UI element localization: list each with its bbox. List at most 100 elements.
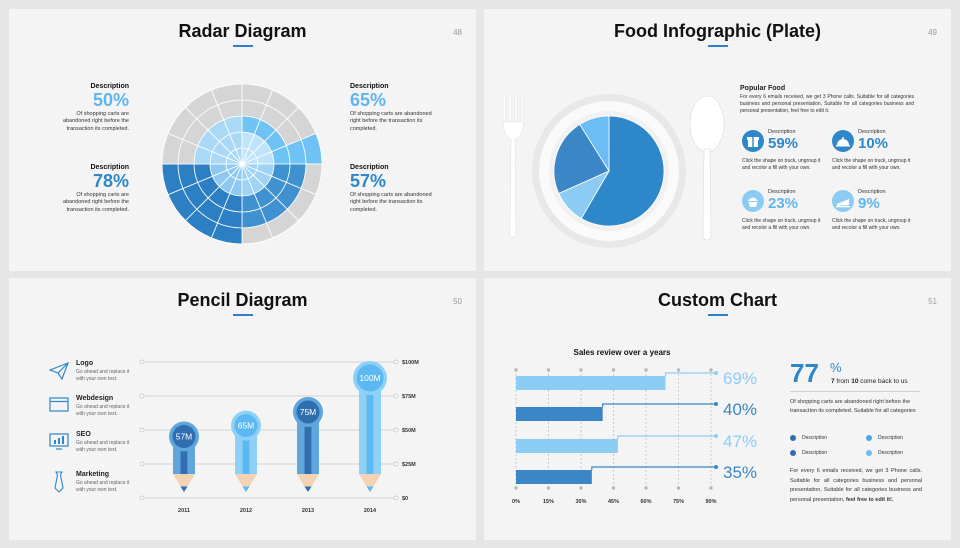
legend-dot bbox=[790, 435, 796, 441]
bar-leader bbox=[664, 372, 714, 376]
sub-suffix: come back to us bbox=[858, 378, 908, 385]
x-tick-label: 2013 bbox=[302, 508, 314, 514]
radar-item-4: Description 57% Of shopping carts are ab… bbox=[350, 164, 432, 214]
pencil-body bbox=[304, 416, 312, 474]
title-underline bbox=[233, 314, 253, 316]
pencil-body bbox=[180, 440, 188, 474]
radar-chart bbox=[161, 83, 323, 245]
bar-leader bbox=[602, 403, 714, 407]
pencil-body bbox=[311, 416, 319, 474]
value-circle bbox=[296, 400, 320, 424]
grid-dot bbox=[611, 368, 616, 372]
item-title: SEO bbox=[76, 431, 91, 438]
food-item-1: Description 59% Click the shape on truck… bbox=[740, 128, 826, 188]
item-title: Webdesign bbox=[76, 395, 114, 402]
grid-dot bbox=[676, 368, 681, 372]
legend-dot bbox=[790, 450, 796, 456]
x-tick-label: 0% bbox=[512, 499, 520, 505]
item-text: Go ahead and replace it with your own te… bbox=[76, 480, 130, 493]
grid-dot bbox=[393, 427, 399, 433]
pencil-tip bbox=[359, 474, 381, 492]
item-label: Description bbox=[858, 129, 886, 135]
leader-dot bbox=[714, 434, 718, 438]
legend-label: Description bbox=[878, 435, 904, 441]
item-label: Description bbox=[350, 83, 389, 90]
pie-slice bbox=[580, 115, 665, 227]
legend: Description Description Description Desc… bbox=[790, 433, 920, 461]
data-label: 65M bbox=[238, 421, 255, 431]
pencil-lead bbox=[366, 486, 374, 492]
spoon-icon bbox=[689, 95, 725, 241]
paper-plane-icon bbox=[49, 362, 69, 380]
x-tick-label: 2011 bbox=[178, 508, 190, 514]
sub-mid: from bbox=[834, 378, 852, 385]
pie-slice bbox=[579, 115, 610, 173]
leader-dot bbox=[714, 371, 718, 375]
pencil-tip bbox=[297, 474, 319, 492]
chart-title: Sales review over a years bbox=[573, 348, 671, 357]
item-text: Go ahead and replace it with your own te… bbox=[76, 369, 130, 382]
item-text: Of shopping carts are abandoned right be… bbox=[350, 111, 432, 132]
grid-dot bbox=[546, 368, 551, 372]
item-percent: 78% bbox=[92, 171, 129, 191]
item-text: Of shopping carts are abandoned right be… bbox=[350, 192, 432, 213]
y-tick-label: $100M bbox=[402, 360, 419, 366]
data-label: 47% bbox=[723, 432, 757, 451]
data-label: 75M bbox=[300, 407, 317, 417]
grid-dot bbox=[644, 486, 648, 490]
grid-dot bbox=[546, 486, 551, 490]
grid-dot bbox=[393, 495, 399, 501]
pencil-body bbox=[359, 382, 367, 474]
legend-label: Description bbox=[802, 435, 828, 441]
y-tick-label: $50M bbox=[402, 428, 416, 434]
data-label: 35% bbox=[723, 463, 757, 482]
big-subtitle: 7 from 10 come back to us bbox=[831, 378, 908, 385]
pencil-body bbox=[373, 382, 381, 474]
title-underline bbox=[708, 314, 728, 316]
grid-dot bbox=[393, 461, 399, 467]
item-title: Logo bbox=[76, 360, 94, 367]
item-label: Description bbox=[858, 189, 886, 195]
item-text: Go ahead and replace it with your own te… bbox=[76, 404, 130, 417]
cupcake-icon bbox=[742, 190, 764, 212]
para-2: For every 6 emails received, we get 3 Ph… bbox=[790, 467, 922, 506]
page-number: 50 bbox=[453, 297, 462, 306]
bar-leader bbox=[591, 466, 714, 470]
item-text: Of shopping carts are abandoned right be… bbox=[62, 111, 129, 132]
slide-title: Pencil Diagram bbox=[177, 290, 308, 310]
pencil-body bbox=[366, 382, 374, 474]
grid-dot bbox=[676, 486, 681, 490]
slide-title: Radar Diagram bbox=[178, 21, 307, 41]
value-circle bbox=[172, 424, 196, 448]
pencil-body bbox=[297, 416, 305, 474]
data-label: 40% bbox=[723, 400, 757, 419]
x-tick-label: 90% bbox=[705, 499, 716, 505]
item-text: Go ahead and replace it with your own te… bbox=[76, 440, 130, 453]
item-text: Click the shape on truck, ungroup it and… bbox=[832, 158, 911, 171]
pencil-body bbox=[242, 429, 250, 474]
para-1: Of shopping carts are abandoned right be… bbox=[790, 399, 916, 414]
grid-dot bbox=[514, 368, 518, 372]
grid-dot bbox=[139, 359, 145, 365]
cloche-icon bbox=[832, 130, 854, 152]
value-circle bbox=[356, 364, 384, 392]
plate-pie-chart bbox=[553, 115, 665, 227]
x-tick-label: 75% bbox=[673, 499, 684, 505]
grid-dot bbox=[709, 486, 713, 490]
item-text: Click the shape on truck, ungroup it and… bbox=[742, 158, 821, 171]
pencil-body bbox=[249, 429, 257, 474]
slide-custom-chart: Custom Chart 51 Sales review over a year… bbox=[484, 278, 951, 540]
bar bbox=[516, 470, 592, 484]
food-item-3: Description 23% Click the shape on truck… bbox=[740, 188, 826, 248]
item-percent: 57% bbox=[350, 171, 387, 191]
grid-dot bbox=[139, 427, 145, 433]
plate bbox=[532, 94, 686, 248]
pencil-tip bbox=[235, 474, 257, 492]
title-underline bbox=[233, 45, 253, 47]
bar bbox=[516, 376, 666, 390]
item-text: Click the shape on truck, ungroup it and… bbox=[832, 218, 911, 231]
horizontal-bar-chart: 0% 15% 30% 45% 60% 75% 90% 69% 40% 47% 35% bbox=[512, 368, 757, 505]
para-2-text: For every 6 emails received, we get 3 Ph… bbox=[790, 468, 922, 503]
page-number: 48 bbox=[453, 28, 462, 37]
item-percent: 59% bbox=[768, 135, 799, 152]
